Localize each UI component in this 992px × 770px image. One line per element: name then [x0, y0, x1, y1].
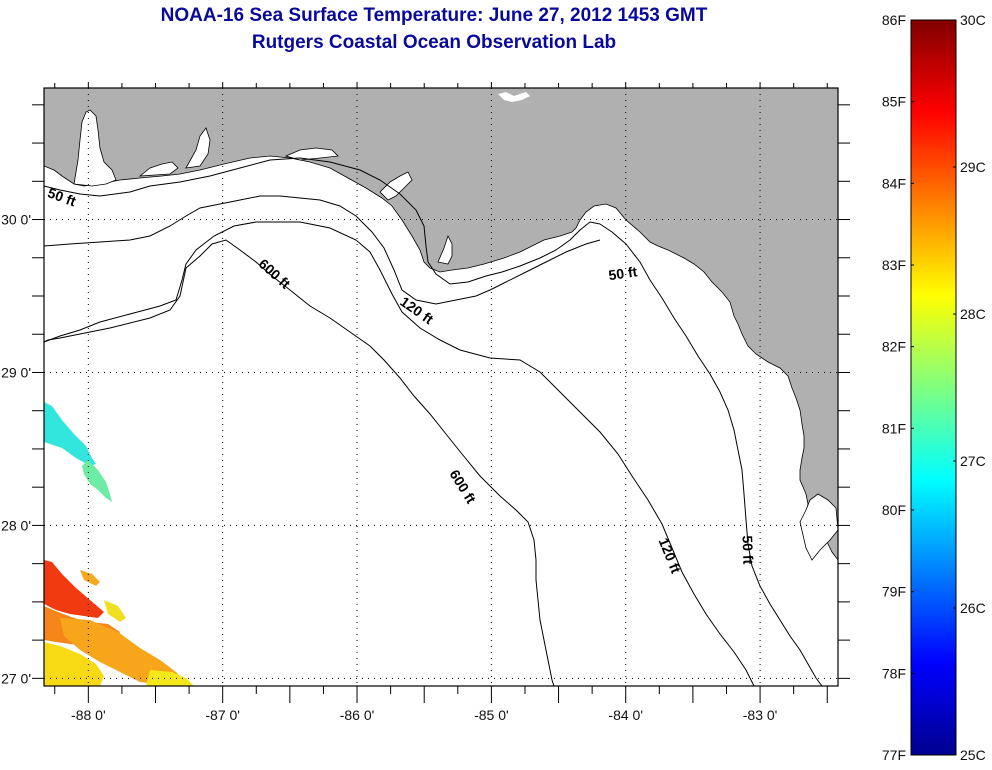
y-tick-label: 28 0' — [1, 517, 31, 533]
colorbar-ticks: 86F 85F 84F 83F 82F 81F 80F 79F 78F 77F 30C 29C 28C 2… — [882, 12, 986, 763]
colorbar-label-f: 81F — [882, 420, 906, 436]
contour-120ft-south — [44, 221, 755, 686]
colorbar-label-f: 80F — [882, 502, 906, 518]
contour-600ft — [44, 239, 555, 686]
x-tick-label: -87 0' — [205, 707, 240, 723]
pensacola-bay — [138, 161, 179, 177]
colorbar-label-f: 84F — [882, 175, 906, 191]
tampa-bay — [799, 493, 838, 561]
colorbar-label-c: 27C — [960, 453, 986, 469]
warm-patch-orange-2 — [60, 618, 186, 686]
colorbar — [910, 19, 957, 756]
cool-patch-tail — [82, 460, 112, 502]
warm-patch-yellow-3 — [104, 600, 126, 622]
contour-120ft — [44, 195, 601, 305]
inland-lake — [498, 92, 530, 102]
cool-patch — [44, 402, 96, 466]
x-tick-label: -85 0' — [474, 707, 509, 723]
x-tick-label: -84 0' — [608, 707, 643, 723]
colorbar-label-f: 77F — [882, 747, 906, 763]
x-axis-labels: -88 0' -87 0' -86 0' -85 0' -84 0' -83 0' — [71, 707, 777, 723]
contour-50ft-east — [599, 223, 823, 686]
y-tick-label: 29 0' — [1, 364, 31, 380]
axis-ticks — [32, 82, 850, 703]
apalachicola-bay — [437, 234, 453, 265]
colorbar-label-c: 30C — [960, 12, 986, 28]
colorbar-label-f: 79F — [882, 584, 906, 600]
y-tick-label: 30 0' — [1, 212, 31, 228]
mobile-bay — [73, 109, 117, 187]
chart-subtitle: Rutgers Coastal Ocean Observation Lab — [251, 32, 617, 53]
colorbar-label-c: 26C — [960, 600, 986, 616]
y-axis-labels: 30 0' 29 0' 28 0' 27 0' — [1, 212, 31, 687]
colorbar-label-c: 29C — [960, 159, 986, 175]
y-tick-label: 27 0' — [1, 670, 31, 686]
x-tick-label: -86 0' — [340, 707, 375, 723]
x-tick-label: -88 0' — [71, 707, 106, 723]
contour-label: 50 ft — [739, 535, 756, 565]
colorbar-label-f: 83F — [882, 257, 906, 273]
colorbar-label-f: 85F — [882, 94, 906, 110]
chart-title: NOAA-16 Sea Surface Temperature: June 27… — [160, 5, 708, 26]
contour-50ft-west — [44, 157, 601, 285]
map-frame — [43, 87, 839, 687]
colorbar-label-f: 86F — [882, 12, 906, 28]
warm-patch-orange-3 — [80, 570, 100, 586]
colorbar-label-f: 82F — [882, 339, 906, 355]
x-tick-label: -83 0' — [743, 707, 778, 723]
warm-patch-yellow — [44, 642, 104, 686]
colorbar-label-f: 78F — [882, 665, 906, 681]
east-bay — [185, 127, 211, 169]
choctawhatchee-bay — [284, 147, 339, 161]
isobath-contours — [44, 157, 823, 686]
land-mass — [44, 88, 838, 561]
warm-patch-red — [44, 560, 104, 618]
colorbar-label-c: 28C — [960, 306, 986, 322]
st-andrews-bay — [379, 171, 413, 201]
contour-label: 50 ft — [607, 263, 638, 283]
colorbar-label-c: 25C — [960, 747, 986, 763]
